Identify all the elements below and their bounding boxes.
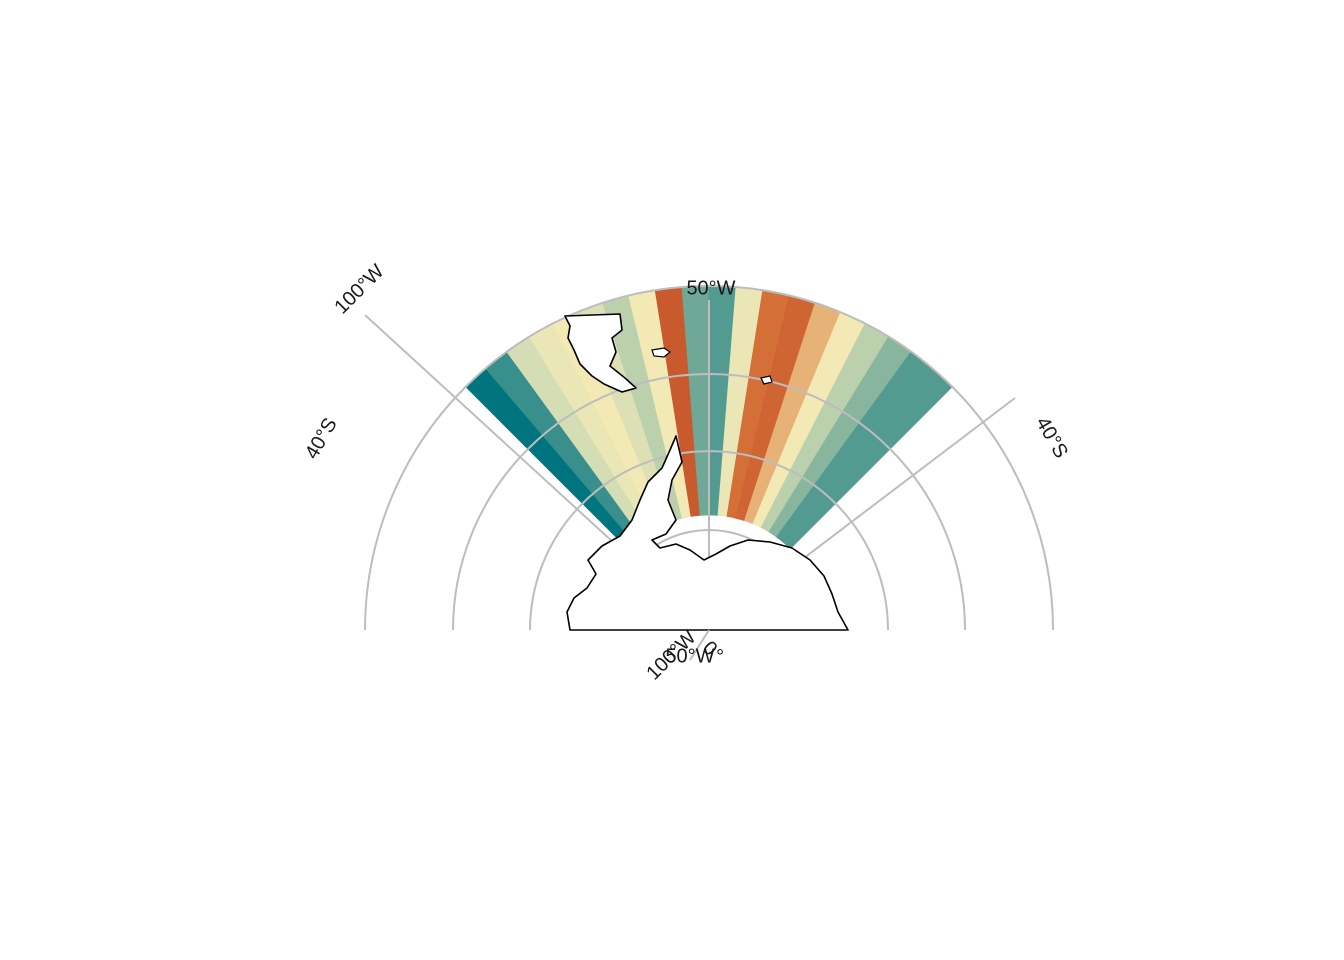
latitude-ring-40s [364, 285, 1054, 631]
lon-label-100w-top: 100°W [330, 260, 388, 318]
lat-label-40s-left: 40°S [301, 414, 342, 463]
data-field-layer [465, 285, 953, 550]
meridian-lower-segment [689, 629, 710, 661]
south-georgia [760, 375, 773, 385]
falkland-islands [651, 347, 672, 358]
lon-label-50w-bottom: 50°W [665, 645, 714, 667]
south-america-tip [564, 313, 637, 393]
antarctica [566, 435, 849, 631]
lat-label-40s-right: 40°S [1031, 413, 1072, 462]
coastline-layer [564, 313, 849, 661]
lon-label-50w-top: 50°W [686, 277, 735, 299]
